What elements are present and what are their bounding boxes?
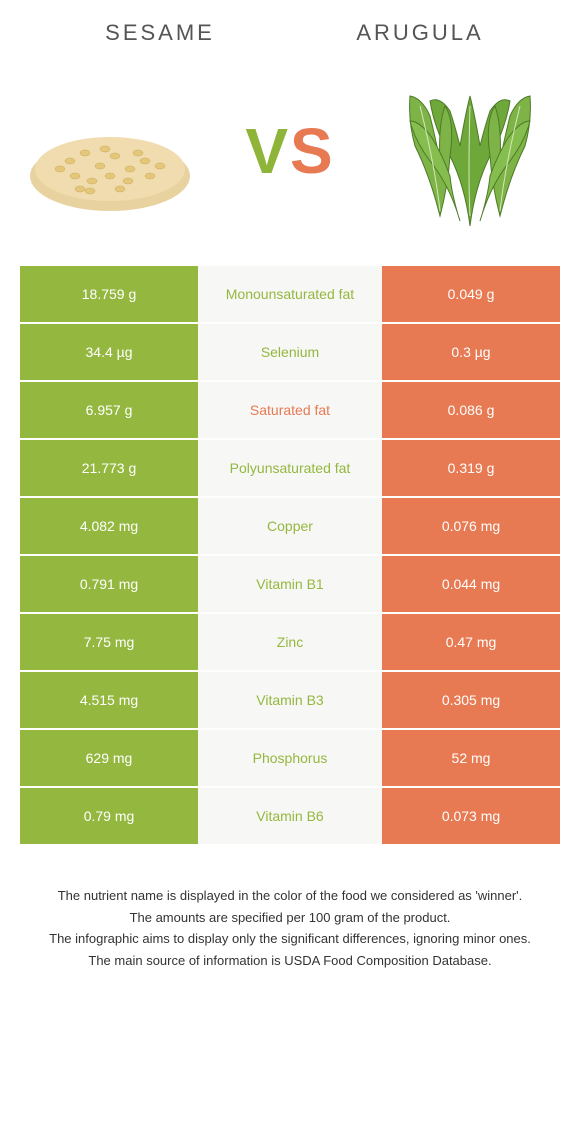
- table-row: 4.515 mgVitamin B30.305 mg: [20, 672, 560, 728]
- cell-food-a-value: 6.957 g: [20, 382, 198, 438]
- cell-food-a-value: 21.773 g: [20, 440, 198, 496]
- cell-food-b-value: 0.049 g: [382, 266, 560, 322]
- table-row: 4.082 mgCopper0.076 mg: [20, 498, 560, 554]
- footer-line-4: The main source of information is USDA F…: [30, 951, 550, 971]
- vs-label: VS: [245, 114, 334, 188]
- cell-food-b-value: 0.073 mg: [382, 788, 560, 844]
- cell-food-a-value: 7.75 mg: [20, 614, 198, 670]
- cell-nutrient-label: Monounsaturated fat: [198, 266, 382, 322]
- cell-food-b-value: 0.47 mg: [382, 614, 560, 670]
- table-row: 6.957 gSaturated fat0.086 g: [20, 382, 560, 438]
- table-row: 0.791 mgVitamin B10.044 mg: [20, 556, 560, 612]
- table-row: 34.4 µgSelenium0.3 µg: [20, 324, 560, 380]
- cell-nutrient-label: Phosphorus: [198, 730, 382, 786]
- nutrient-table: 18.759 gMonounsaturated fat0.049 g34.4 µ…: [20, 266, 560, 844]
- food-b-title: Arugula: [290, 20, 550, 46]
- cell-nutrient-label: Vitamin B3: [198, 672, 382, 728]
- cell-food-b-value: 0.086 g: [382, 382, 560, 438]
- table-row: 18.759 gMonounsaturated fat0.049 g: [20, 266, 560, 322]
- cell-food-b-value: 0.044 mg: [382, 556, 560, 612]
- cell-nutrient-label: Selenium: [198, 324, 382, 380]
- table-row: 0.79 mgVitamin B60.073 mg: [20, 788, 560, 844]
- cell-nutrient-label: Vitamin B6: [198, 788, 382, 844]
- cell-food-a-value: 0.79 mg: [20, 788, 198, 844]
- vs-s: S: [290, 115, 335, 187]
- cell-nutrient-label: Vitamin B1: [198, 556, 382, 612]
- cell-food-a-value: 4.515 mg: [20, 672, 198, 728]
- table-row: 629 mgPhosphorus52 mg: [20, 730, 560, 786]
- cell-food-b-value: 0.076 mg: [382, 498, 560, 554]
- footer-line-2: The amounts are specified per 100 gram o…: [30, 908, 550, 928]
- food-a-image: [20, 66, 200, 236]
- cell-nutrient-label: Saturated fat: [198, 382, 382, 438]
- food-a-title: Sesame: [30, 20, 290, 46]
- cell-food-b-value: 0.319 g: [382, 440, 560, 496]
- cell-food-a-value: 0.791 mg: [20, 556, 198, 612]
- vs-row: VS: [0, 56, 580, 266]
- cell-food-b-value: 0.3 µg: [382, 324, 560, 380]
- cell-nutrient-label: Copper: [198, 498, 382, 554]
- cell-nutrient-label: Polyunsaturated fat: [198, 440, 382, 496]
- footer-notes: The nutrient name is displayed in the co…: [0, 846, 580, 970]
- table-row: 7.75 mgZinc0.47 mg: [20, 614, 560, 670]
- cell-food-a-value: 4.082 mg: [20, 498, 198, 554]
- cell-food-b-value: 52 mg: [382, 730, 560, 786]
- food-b-image: [380, 66, 560, 236]
- header-row: Sesame Arugula: [0, 0, 580, 56]
- cell-food-b-value: 0.305 mg: [382, 672, 560, 728]
- cell-food-a-value: 34.4 µg: [20, 324, 198, 380]
- footer-line-3: The infographic aims to display only the…: [30, 929, 550, 949]
- cell-food-a-value: 18.759 g: [20, 266, 198, 322]
- vs-v: V: [245, 115, 290, 187]
- cell-nutrient-label: Zinc: [198, 614, 382, 670]
- footer-line-1: The nutrient name is displayed in the co…: [30, 886, 550, 906]
- table-row: 21.773 gPolyunsaturated fat0.319 g: [20, 440, 560, 496]
- cell-food-a-value: 629 mg: [20, 730, 198, 786]
